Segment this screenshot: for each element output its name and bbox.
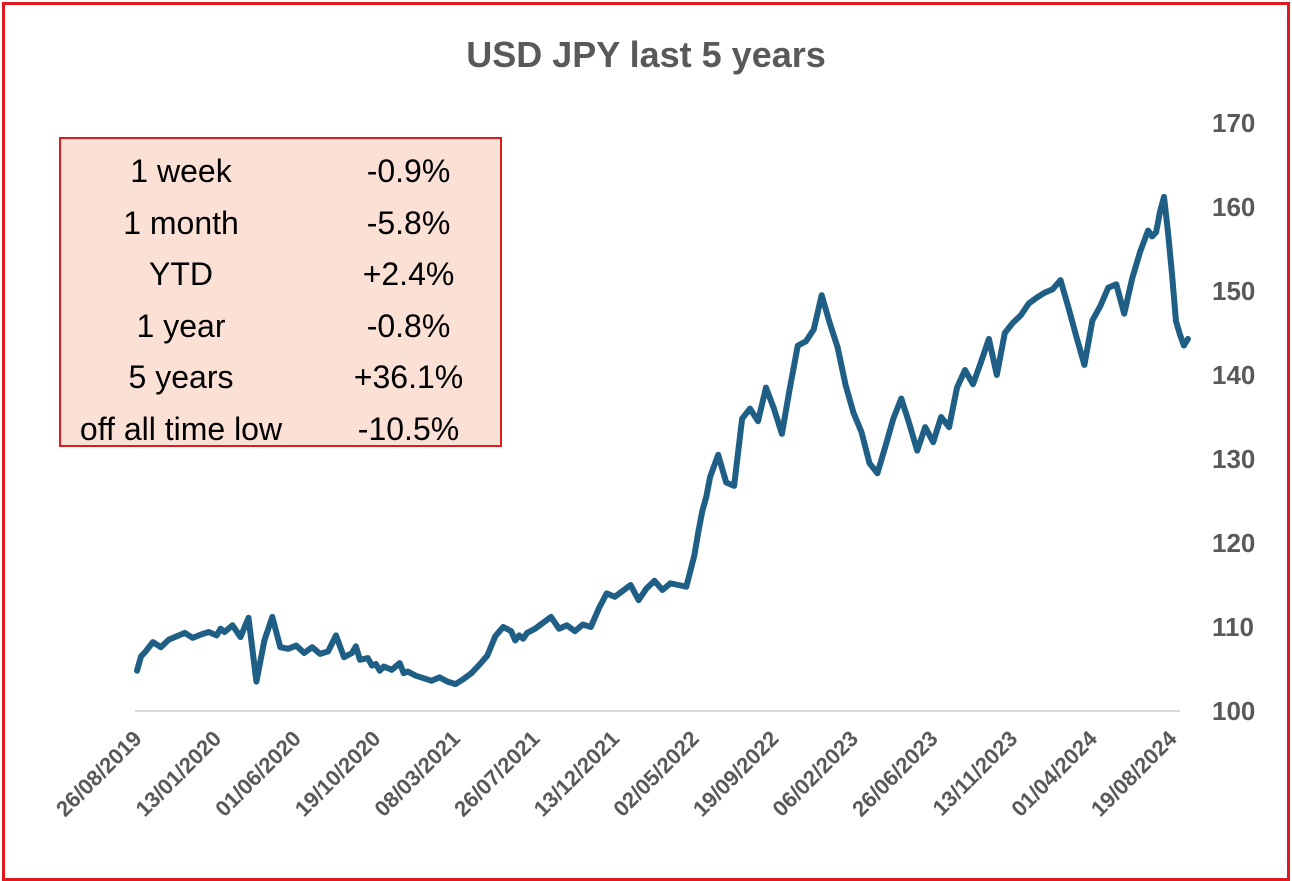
y-tick-label: 110: [1212, 612, 1254, 642]
y-tick-label: 100: [1212, 696, 1255, 726]
y-tick-label: 130: [1212, 444, 1255, 474]
stats-value: -0.9%: [366, 153, 451, 189]
stats-value: -10.5%: [357, 410, 460, 447]
x-tick-label: 26/08/2019: [51, 726, 147, 822]
stats-row: off all time low -10.5%: [61, 401, 504, 453]
x-tick-label: 19/10/2020: [290, 726, 386, 822]
series-layer: [134, 193, 1191, 688]
stats-value: +2.4%: [362, 256, 455, 292]
x-tick-label: 26/07/2021: [449, 726, 545, 822]
x-axis-ticks: 26/08/201913/01/202001/06/202019/10/2020…: [51, 725, 1182, 821]
x-tick-label: 19/09/2022: [688, 726, 784, 822]
x-tick-label: 13/01/2020: [131, 726, 227, 822]
stats-row: 1 week -0.9%: [61, 143, 504, 195]
y-tick-label: 170: [1212, 108, 1255, 138]
series-line-0: [134, 193, 1191, 688]
y-axis-ticks: 100 110 120 130 140 150 160 170: [1212, 108, 1255, 726]
stats-label: 1 month: [123, 204, 239, 241]
stats-value: -0.8%: [366, 307, 451, 344]
x-tick-label: 01/06/2020: [210, 726, 306, 822]
stats-label: 5 years: [128, 359, 234, 395]
x-tick-label: 02/05/2022: [608, 726, 704, 822]
y-tick-label: 150: [1212, 276, 1255, 306]
chart-title: USD JPY last 5 years: [466, 34, 826, 75]
stats-table: 1 week -0.9% 1 month -5.8% YTD +2.4% 1 year -0.…: [59, 137, 502, 447]
stats-row: 1 year -0.8%: [61, 298, 504, 350]
stats-label: 1 year: [136, 307, 226, 344]
y-tick-label: 120: [1212, 528, 1255, 558]
stats-label: 1 week: [130, 153, 232, 189]
stats-row: 1 month -5.8%: [61, 195, 504, 247]
x-tick-label: 13/12/2021: [529, 726, 625, 822]
stats-label: YTD: [149, 256, 213, 292]
x-tick-label: 19/08/2024: [1086, 725, 1182, 821]
x-tick-label: 08/03/2021: [369, 726, 465, 822]
stats-value: +36.1%: [353, 359, 464, 395]
stats-row: YTD +2.4%: [61, 246, 504, 298]
y-tick-label: 160: [1212, 192, 1255, 222]
x-tick-label: 26/06/2023: [847, 726, 943, 822]
y-tick-label: 140: [1212, 360, 1255, 390]
stats-row: 5 years +36.1%: [61, 349, 504, 401]
x-tick-label: 06/02/2023: [768, 726, 864, 822]
stats-label: off all time low: [79, 410, 283, 447]
stats-value: -5.8%: [366, 204, 451, 241]
